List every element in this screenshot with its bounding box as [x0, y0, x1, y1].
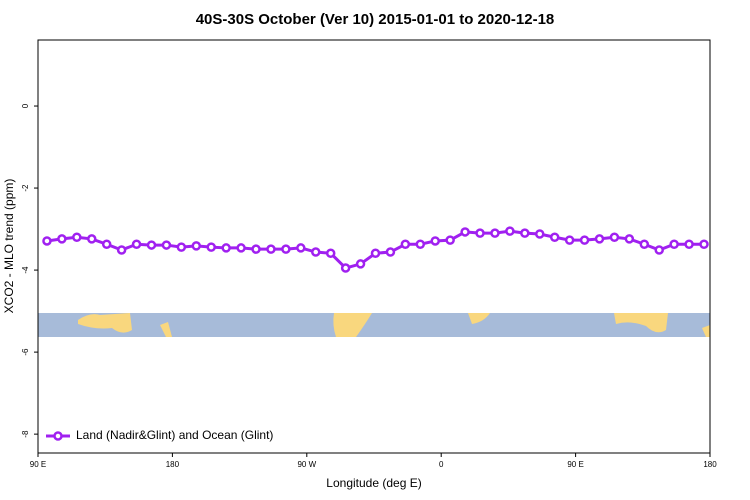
ocean-band	[38, 313, 710, 337]
y-tick-label: -4	[21, 266, 30, 274]
point	[236, 243, 246, 253]
point	[370, 248, 381, 259]
point	[131, 239, 142, 249]
point	[624, 234, 635, 244]
point	[72, 232, 82, 243]
point	[206, 242, 216, 252]
point	[57, 234, 67, 244]
chart-title: 40S-30S October (Ver 10) 2015-01-01 to 2…	[196, 11, 555, 28]
point	[564, 235, 575, 245]
y-tick-label: -8	[21, 430, 30, 438]
point	[490, 228, 500, 238]
point	[325, 248, 336, 259]
point	[101, 239, 112, 249]
point	[161, 240, 172, 250]
point	[385, 247, 396, 257]
point	[684, 239, 694, 249]
point	[520, 228, 530, 238]
point	[654, 245, 664, 255]
point	[430, 236, 440, 246]
x-tick-label: 90 E	[30, 460, 46, 469]
point	[699, 239, 709, 249]
legend-marker	[53, 431, 63, 441]
point	[445, 235, 455, 245]
point	[669, 239, 679, 249]
point	[42, 236, 52, 246]
point	[296, 243, 306, 253]
point	[116, 245, 127, 255]
y-tick-label: -6	[21, 348, 30, 356]
point	[594, 234, 605, 244]
land	[702, 325, 710, 337]
x-tick-label: 180	[703, 460, 717, 469]
point	[639, 239, 650, 249]
land	[160, 322, 172, 337]
point	[579, 235, 590, 245]
point	[535, 229, 545, 239]
x-tick-label: 90 E	[567, 460, 583, 469]
x-tick-label: 0	[439, 460, 444, 469]
map-strip	[38, 313, 710, 337]
point	[221, 243, 231, 253]
plot-frame	[37, 39, 711, 454]
x-tick-label: 90 W	[297, 460, 316, 469]
point	[146, 240, 157, 250]
point	[549, 232, 560, 243]
land	[78, 313, 132, 333]
point	[87, 234, 97, 244]
x-tick-label: 180	[166, 460, 180, 469]
point	[475, 228, 485, 238]
point	[355, 259, 366, 269]
point	[266, 244, 276, 254]
point	[340, 263, 351, 273]
point	[191, 241, 202, 251]
land	[468, 313, 490, 324]
y-tick-label: 0	[21, 103, 30, 108]
point	[281, 244, 291, 254]
land	[333, 313, 372, 337]
point	[505, 226, 515, 236]
point	[609, 232, 620, 243]
legend-label: Land (Nadir&Glint) and Ocean (Glint)	[76, 428, 273, 442]
point	[400, 239, 411, 249]
x-axis-label: Longitude (deg E)	[326, 476, 421, 490]
y-axis-label: XCO2 - MLO trend (ppm)	[2, 179, 16, 314]
point	[176, 242, 187, 252]
y-tick-label: -2	[21, 184, 30, 192]
point	[460, 227, 470, 237]
point	[311, 247, 321, 257]
point	[251, 244, 261, 254]
point	[415, 239, 426, 249]
land	[614, 313, 668, 333]
